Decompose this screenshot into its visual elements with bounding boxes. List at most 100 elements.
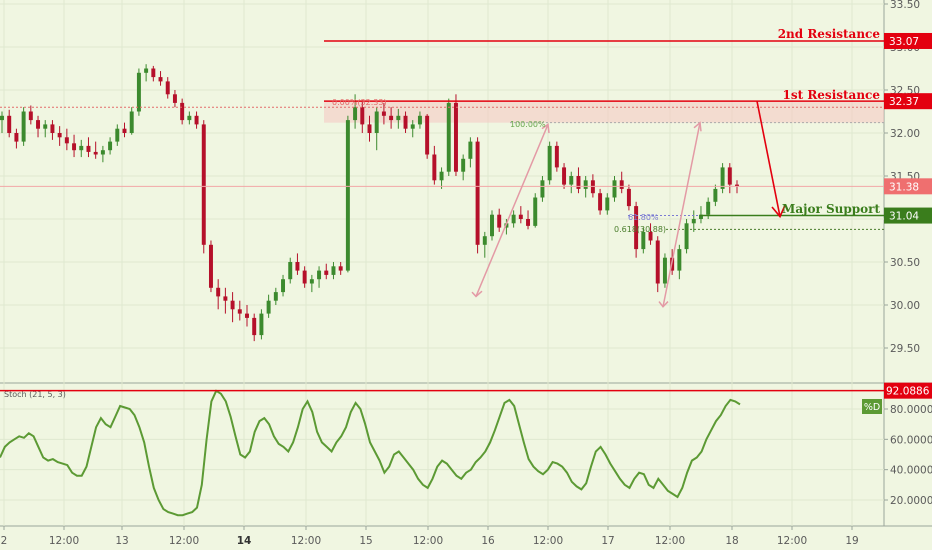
candle-body [295,262,300,271]
time-tick-label: 2 [1,535,8,547]
time-tick-label: 12:00 [49,535,79,547]
candle-body [273,292,278,301]
candle-body [108,141,113,151]
abcd-arrowhead-1 [471,290,483,298]
price-tick-label: 33.50 [890,0,920,11]
candle-body [14,133,19,142]
time-tick-label: 12:00 [169,535,199,547]
candle-body [100,150,105,155]
fib-618-pct-label: 61.80% [628,213,659,222]
candle-body [735,184,739,187]
time-axis: 2 12:00 13 12:00 14 12:00 15 12:00 16 12:00 17 12:0… [1,526,859,547]
grid [0,0,884,526]
candle-body [374,111,379,133]
candle-body [634,206,639,250]
candle-body [288,262,293,280]
abcd-leg-1 [475,124,549,297]
fib-100-label: 100.00% [510,120,546,129]
right-axis-bg [884,0,932,550]
candle-body [432,154,437,181]
price-tick-label: 30.50 [890,257,920,269]
stoch-legend-badge [862,399,882,414]
candle-body [475,141,480,245]
candle-body [453,102,458,172]
fib-0-label: 0.00%(32.33) [332,98,387,107]
candle-body [540,180,545,198]
candle-body [619,180,624,189]
projection-arrow-line [756,101,781,217]
candle-body [439,171,444,181]
candle-body [511,214,516,224]
price-tag-box [884,178,932,195]
candle-body [598,193,603,211]
candle-body [187,115,192,121]
candle-body [497,214,502,228]
time-tick-label: 12:00 [291,535,321,547]
candle-body [345,120,350,271]
candle-body [208,244,213,288]
candle-body [576,176,581,189]
candle-body [21,111,26,142]
candle-body [230,300,235,310]
stoch-tick-label: 60.0000 [890,434,932,446]
stochastic-line [0,389,741,517]
candle-body [144,68,149,73]
candle-body [324,270,329,275]
time-tick-label: 12:00 [655,535,685,547]
candle-body [461,158,466,172]
candle-body [245,313,249,318]
candle-body [403,115,408,129]
candle-body [482,236,487,245]
candle-body [381,111,386,116]
candle-body [64,137,69,144]
price-tag-box [884,207,932,224]
candle-body [727,167,732,185]
candle-body [259,313,264,336]
time-tick-label: 12:00 [413,535,443,547]
candles [0,64,739,342]
candle-body [36,120,41,129]
candle-body [648,231,653,241]
candle-body [360,107,365,125]
stoch-level-tag-label: 92.0886 [886,386,930,398]
resistance-zone-band [324,101,884,123]
candle-body [50,124,55,133]
price-tick-label: 30.00 [890,300,920,312]
candle-body [569,176,574,185]
candle-body [151,68,156,78]
price-tag-label: 31.38 [889,181,919,193]
candle-body [641,231,646,250]
candle-body [237,309,242,314]
candle-body [129,111,134,133]
time-tick-label: 12:00 [533,535,563,547]
price-tag-label: 33.07 [889,36,919,48]
stoch-tick-label: 20.0000 [890,495,932,507]
candle-body [677,249,682,271]
candle-body [252,317,257,336]
resistance-zone [324,101,884,123]
candle-body [533,197,538,226]
stoch-d-line [0,389,741,517]
time-tick-label: 12:00 [777,535,807,547]
time-tick-label: 14 [237,535,252,547]
abcd-arrowhead-2 [541,123,550,134]
candle-body [713,188,718,202]
candle-body [338,266,343,271]
candle-body [317,270,322,280]
candle-body [302,270,307,284]
candle-body [547,145,552,181]
time-tick-label: 16 [481,535,495,547]
candle-body [165,81,170,95]
candle-body [72,143,77,151]
candle-body [417,115,422,125]
drawing-overlays [0,40,884,308]
candle-body [7,115,12,133]
time-tick-label: 18 [725,535,738,547]
candle-body [583,180,588,189]
candle-body [201,124,206,245]
candle-body [655,240,660,284]
time-tick-label: 17 [601,535,614,547]
second-resistance-label: 2nd Resistance [778,27,881,41]
